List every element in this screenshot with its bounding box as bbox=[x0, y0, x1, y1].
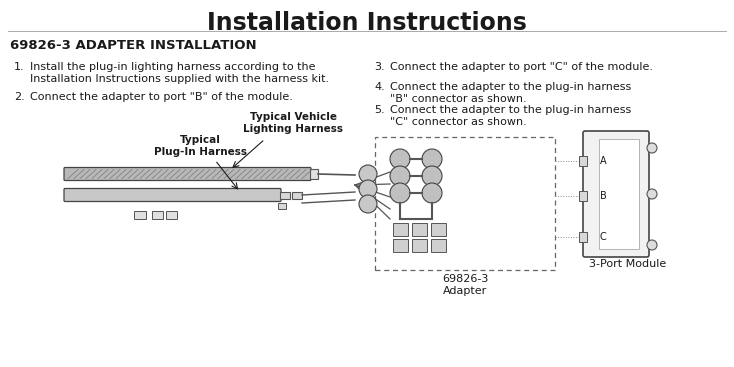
Circle shape bbox=[422, 166, 442, 186]
Text: 69826-3 ADAPTER INSTALLATION: 69826-3 ADAPTER INSTALLATION bbox=[10, 39, 257, 52]
Text: Installation Instructions: Installation Instructions bbox=[207, 11, 527, 35]
Bar bbox=[152, 211, 163, 219]
Text: A: A bbox=[600, 156, 606, 166]
Bar bbox=[393, 223, 408, 236]
Circle shape bbox=[390, 166, 410, 186]
FancyBboxPatch shape bbox=[64, 189, 281, 201]
Circle shape bbox=[647, 143, 657, 153]
Circle shape bbox=[422, 183, 442, 203]
Bar bbox=[278, 203, 286, 209]
Bar bbox=[412, 223, 427, 236]
Bar bbox=[393, 239, 408, 252]
Circle shape bbox=[390, 183, 410, 203]
Bar bbox=[412, 239, 427, 252]
Circle shape bbox=[422, 149, 442, 169]
Circle shape bbox=[390, 149, 410, 169]
Text: Connect the adapter to the plug-in harness
"B" connector as shown.: Connect the adapter to the plug-in harne… bbox=[390, 82, 631, 103]
Bar bbox=[310, 169, 318, 179]
Circle shape bbox=[359, 180, 377, 198]
Text: Connect the adapter to the plug-in harness
"C" connector as shown.: Connect the adapter to the plug-in harne… bbox=[390, 105, 631, 127]
Bar bbox=[375, 137, 555, 270]
Bar bbox=[431, 239, 446, 252]
Circle shape bbox=[647, 189, 657, 199]
Text: 5.: 5. bbox=[374, 105, 385, 115]
Circle shape bbox=[359, 195, 377, 213]
Bar bbox=[579, 191, 587, 201]
Text: B: B bbox=[600, 191, 606, 201]
Text: C: C bbox=[600, 232, 606, 242]
Bar bbox=[134, 211, 146, 219]
Bar bbox=[166, 211, 177, 219]
Text: Connect the adapter to port "C" of the module.: Connect the adapter to port "C" of the m… bbox=[390, 62, 653, 72]
Bar bbox=[292, 192, 302, 199]
Circle shape bbox=[359, 165, 377, 183]
Text: 3.: 3. bbox=[374, 62, 385, 72]
Bar bbox=[431, 223, 446, 236]
Text: 1.: 1. bbox=[14, 62, 25, 72]
FancyBboxPatch shape bbox=[583, 131, 649, 257]
FancyBboxPatch shape bbox=[64, 167, 311, 181]
Text: 3-Port Module: 3-Port Module bbox=[589, 259, 666, 269]
Text: Typical
Plug-In Harness: Typical Plug-In Harness bbox=[153, 135, 247, 157]
Text: 4.: 4. bbox=[374, 82, 385, 92]
Text: Install the plug-in lighting harness according to the
Installation Instructions : Install the plug-in lighting harness acc… bbox=[30, 62, 329, 84]
Text: 69826-3
Adapter: 69826-3 Adapter bbox=[442, 274, 488, 295]
Text: Typical Vehicle
Lighting Harness: Typical Vehicle Lighting Harness bbox=[243, 112, 343, 134]
Bar bbox=[599, 139, 639, 249]
Bar bbox=[579, 156, 587, 166]
Text: Connect the adapter to port "B" of the module.: Connect the adapter to port "B" of the m… bbox=[30, 92, 293, 102]
Bar bbox=[280, 192, 290, 199]
Bar bbox=[579, 232, 587, 242]
Circle shape bbox=[647, 240, 657, 250]
Text: 2.: 2. bbox=[14, 92, 25, 102]
